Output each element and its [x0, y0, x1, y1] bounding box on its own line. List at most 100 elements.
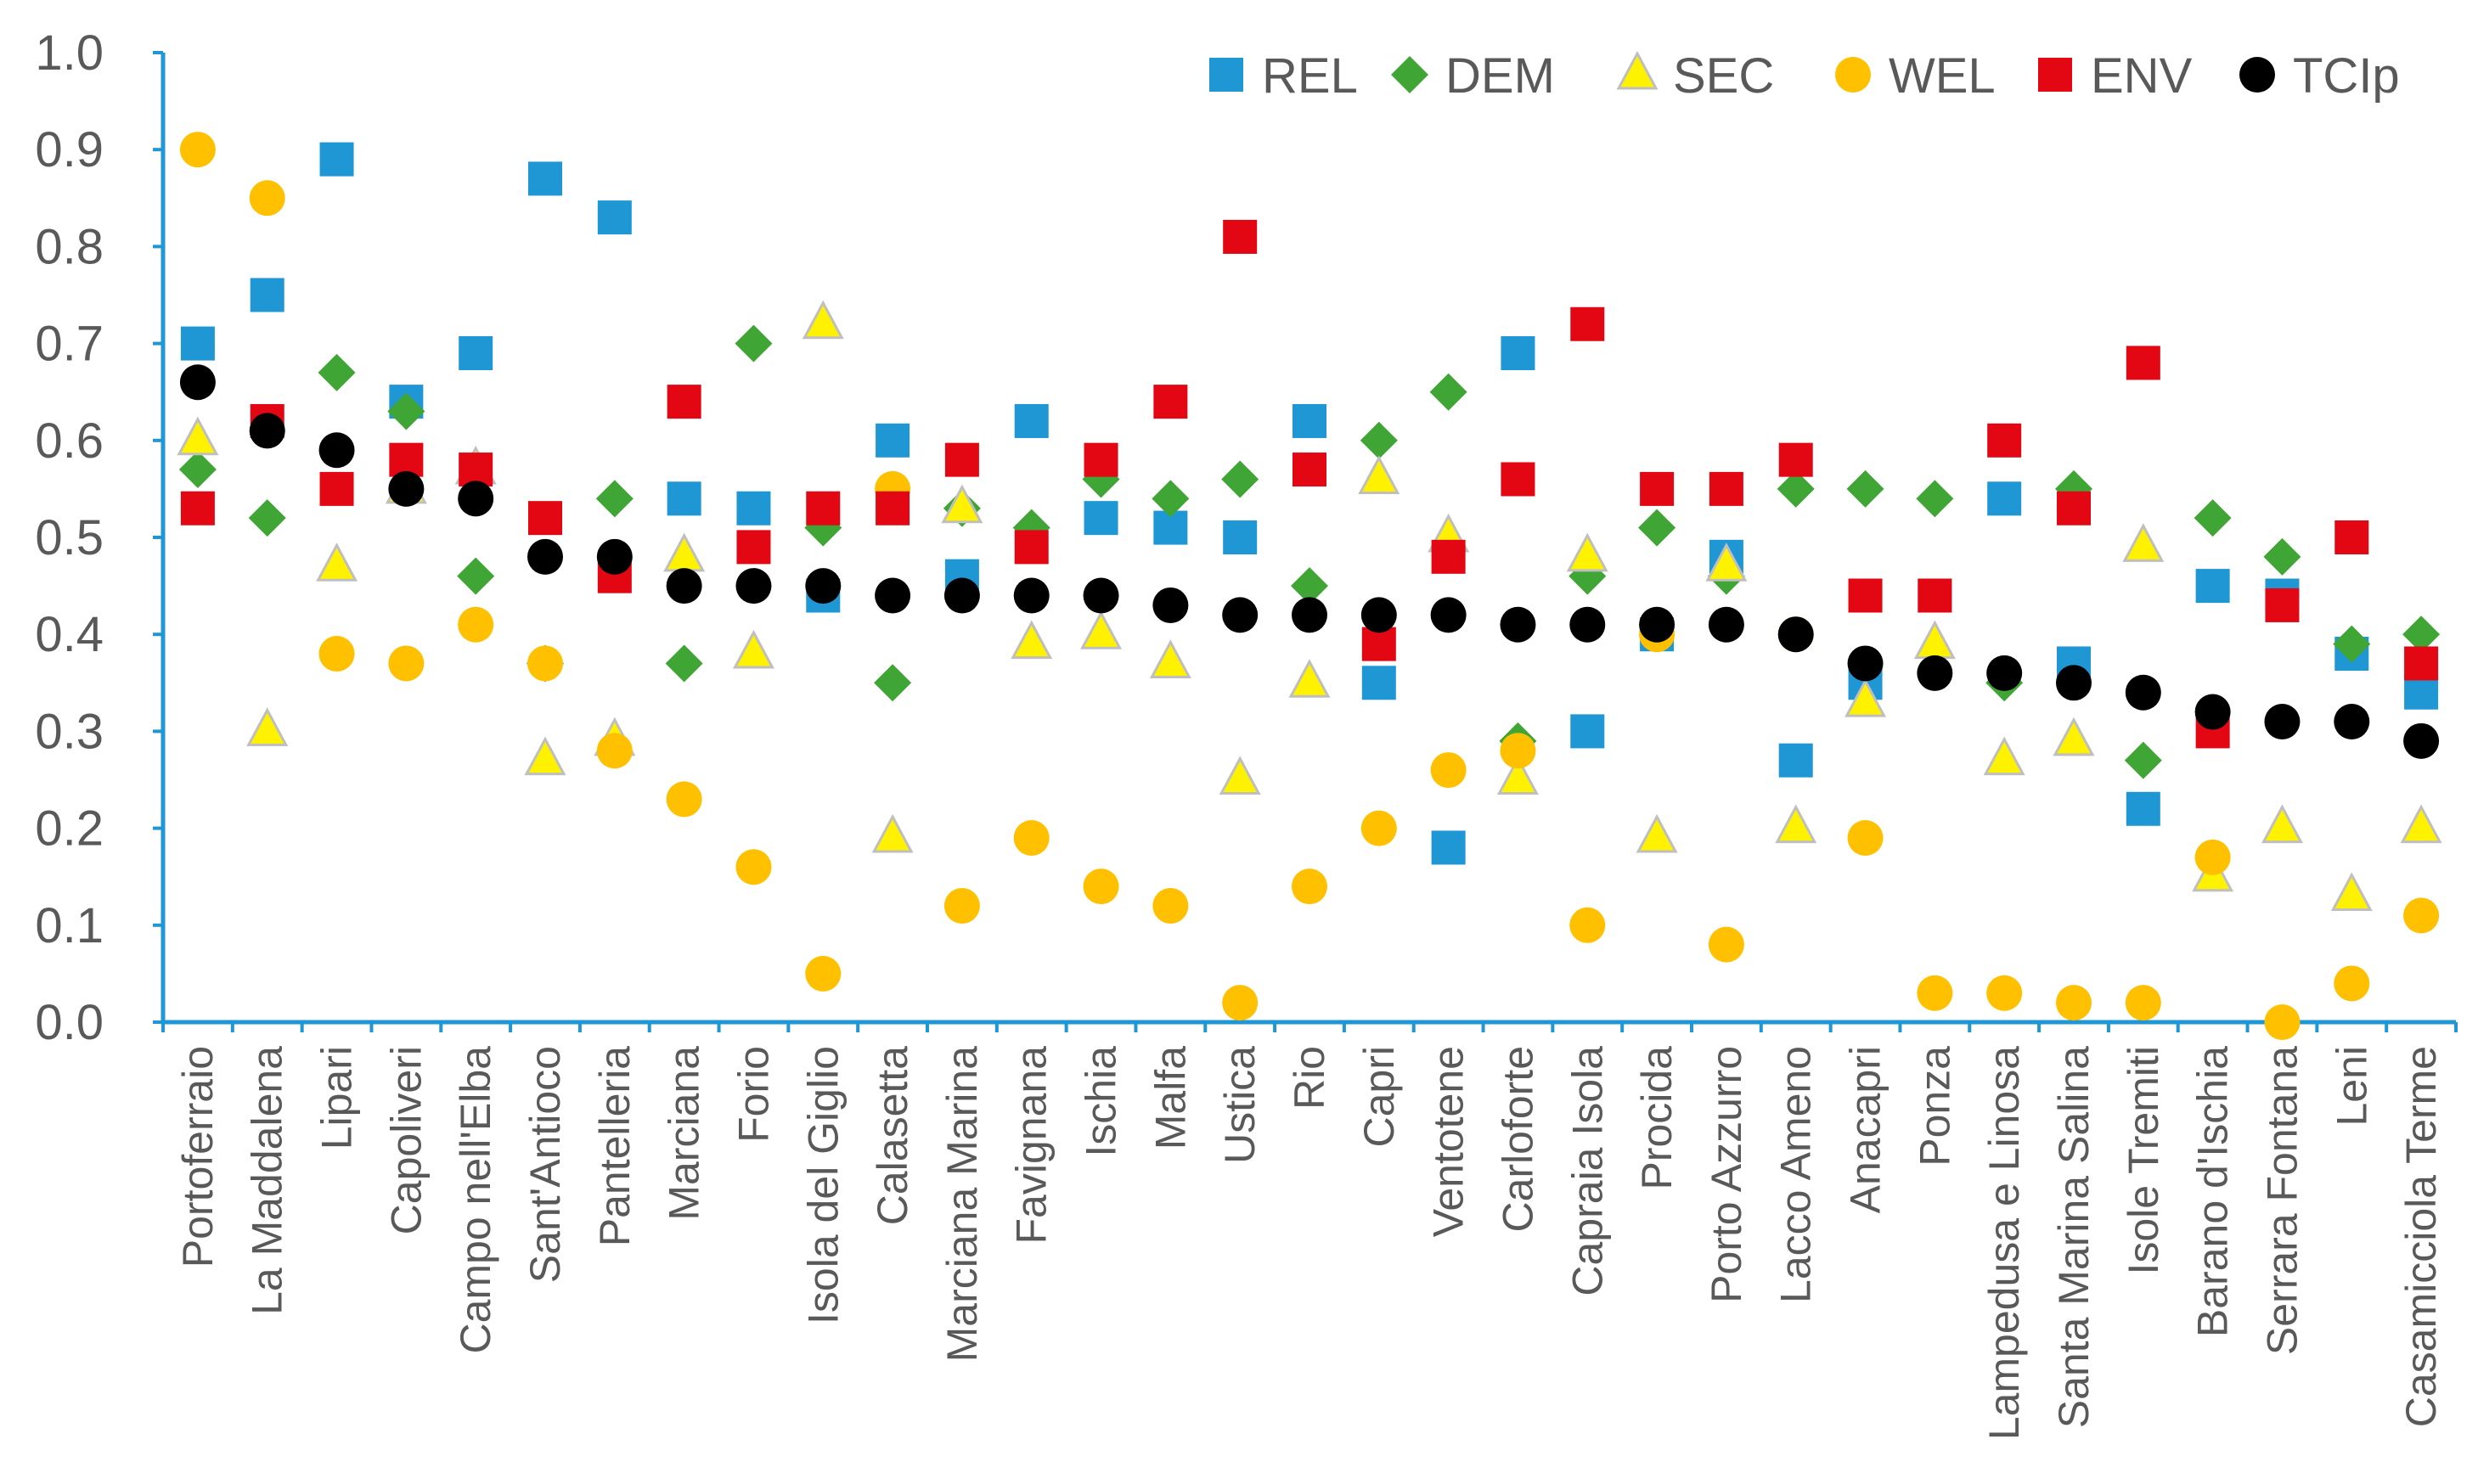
point-sec-isola-del-giglio — [802, 300, 844, 340]
point-tcip-lipari — [318, 432, 355, 469]
x-tick-label: Santa Marina Salina — [2050, 1046, 2098, 1428]
series-tcip — [179, 364, 2440, 759]
y-tick-label: 0.6 — [35, 413, 104, 469]
x-tick-label: Casamicciola Terme — [2397, 1046, 2445, 1427]
point-rel-lacco-ameno — [1778, 743, 1813, 778]
point-env-portoferraio — [180, 491, 215, 526]
point-rel-favignana — [1014, 403, 1049, 438]
axes — [153, 51, 2458, 1032]
x-tick-label: Rio — [1286, 1046, 1333, 1110]
point-env-rio — [1293, 453, 1326, 487]
legend-item-wel: WEL — [1835, 48, 1996, 104]
point-wel-capri — [1360, 810, 1397, 846]
legend-item-rel: REL — [1209, 48, 1358, 104]
point-sec-casamicciola-terme — [2400, 804, 2442, 844]
y-tick-label: 0.9 — [35, 122, 104, 177]
point-dem-la-maddalena — [248, 499, 286, 537]
x-tick-label: Capraia Isola — [1563, 1046, 1611, 1296]
point-env-marciana — [667, 385, 701, 419]
point-rel-campo-nell-elba — [459, 336, 493, 371]
x-tick-label: Capoliveri — [382, 1046, 430, 1234]
point-wel-capoliveri — [388, 645, 425, 682]
point-env-carloforte — [1501, 462, 1535, 497]
point-tcip-la-maddalena — [249, 413, 285, 449]
x-tick-label: Isola del Giglio — [799, 1046, 847, 1324]
point-wel-campo-nell-elba — [458, 606, 494, 643]
point-env-casamicciola-terme — [2404, 646, 2439, 681]
point-wel-capraia-isola — [1569, 907, 1606, 943]
point-env-sant-antioco — [528, 501, 562, 536]
point-sec-porto-azzurro — [1705, 542, 1748, 582]
legend-label-rel: REL — [1262, 48, 1358, 104]
x-tick-label: Ustica — [1216, 1046, 1264, 1164]
data-points — [177, 132, 2442, 1040]
point-sec-anacapri — [1844, 677, 1887, 717]
point-tcip-serrara-fontana — [2264, 703, 2301, 739]
x-tick-label: Calasetta — [869, 1046, 916, 1225]
legend-marker-sec — [1616, 50, 1659, 90]
point-rel-isole-tremiti — [2126, 791, 2160, 826]
y-tick-label: 0.7 — [35, 317, 104, 372]
x-tick-label: Forio — [729, 1046, 777, 1143]
point-tcip-ischia — [1083, 577, 1119, 614]
legend-marker-wel — [1835, 57, 1871, 93]
point-wel-barano-d-ischia — [2194, 839, 2231, 875]
y-tick-label: 0.0 — [35, 995, 104, 1050]
point-sec-calasetta — [871, 813, 914, 853]
point-sec-leni — [2330, 872, 2373, 912]
point-wel-ponza — [1917, 975, 1953, 1011]
series-rel — [180, 142, 2439, 865]
legend-item-dem: DEM — [1391, 48, 1555, 104]
point-sec-ischia — [1080, 610, 1123, 649]
point-sec-rio — [1288, 659, 1331, 698]
x-tick-label: Pantelleria — [591, 1046, 639, 1246]
point-dem-forio — [735, 324, 773, 363]
point-dem-ventotene — [1429, 373, 1467, 411]
point-sec-lacco-ameno — [1775, 804, 1817, 844]
point-tcip-procida — [1639, 606, 1675, 643]
point-tcip-ponza — [1917, 655, 1953, 691]
point-sec-forio — [732, 629, 774, 669]
point-tcip-lampedusa-e-linosa — [1986, 655, 2023, 691]
point-wel-marciana-marina — [943, 887, 980, 924]
point-wel-serrara-fontana — [2264, 1004, 2301, 1040]
point-dem-casamicciola-terme — [2402, 616, 2441, 654]
legend-label-sec: SEC — [1673, 48, 1774, 104]
point-tcip-capri — [1360, 597, 1397, 633]
y-tick-label: 0.1 — [35, 898, 104, 953]
y-tick-label: 0.3 — [35, 704, 104, 759]
point-wel-lipari — [318, 636, 355, 672]
point-sec-malfa — [1149, 639, 1191, 678]
point-wel-portoferraio — [179, 132, 216, 168]
point-tcip-capoliveri — [388, 470, 425, 507]
point-env-calasetta — [876, 491, 910, 526]
x-tick-label: Campo nell'Elba — [452, 1046, 499, 1354]
point-dem-calasetta — [874, 664, 912, 702]
point-wel-la-maddalena — [249, 180, 285, 216]
point-tcip-favignana — [1013, 577, 1050, 614]
point-env-marciana-marina — [944, 442, 979, 477]
x-tick-label: Carloforte — [1494, 1046, 1541, 1233]
point-rel-lipari — [319, 142, 354, 177]
point-rel-rio — [1293, 403, 1326, 438]
point-tcip-lacco-ameno — [1777, 616, 1814, 653]
point-rel-lampedusa-e-linosa — [1987, 481, 2022, 516]
point-env-capraia-isola — [1570, 306, 1605, 341]
point-wel-santa-marina-salina — [2056, 985, 2092, 1021]
series-env — [180, 219, 2439, 749]
y-tick-label: 0.2 — [35, 801, 104, 857]
series-wel — [179, 132, 2440, 1040]
point-sec-ponza — [1913, 620, 1956, 660]
y-tick-labels: 0.0 0.1 0.2 0.3 0.4 0.5 0.6 0.7 0.8 0.9 1.0 — [35, 25, 104, 1050]
legend-item-env: ENV — [2038, 48, 2193, 104]
point-rel-casamicciola-terme — [2404, 675, 2439, 710]
point-env-procida — [1640, 471, 1675, 506]
point-dem-isole-tremiti — [2124, 741, 2162, 779]
point-dem-anacapri — [1846, 469, 1884, 508]
point-env-anacapri — [1848, 578, 1883, 613]
point-dem-procida — [1638, 509, 1676, 547]
y-tick-label: 0.8 — [35, 219, 104, 274]
point-env-ischia — [1084, 442, 1118, 477]
point-dem-ustica — [1221, 460, 1259, 498]
